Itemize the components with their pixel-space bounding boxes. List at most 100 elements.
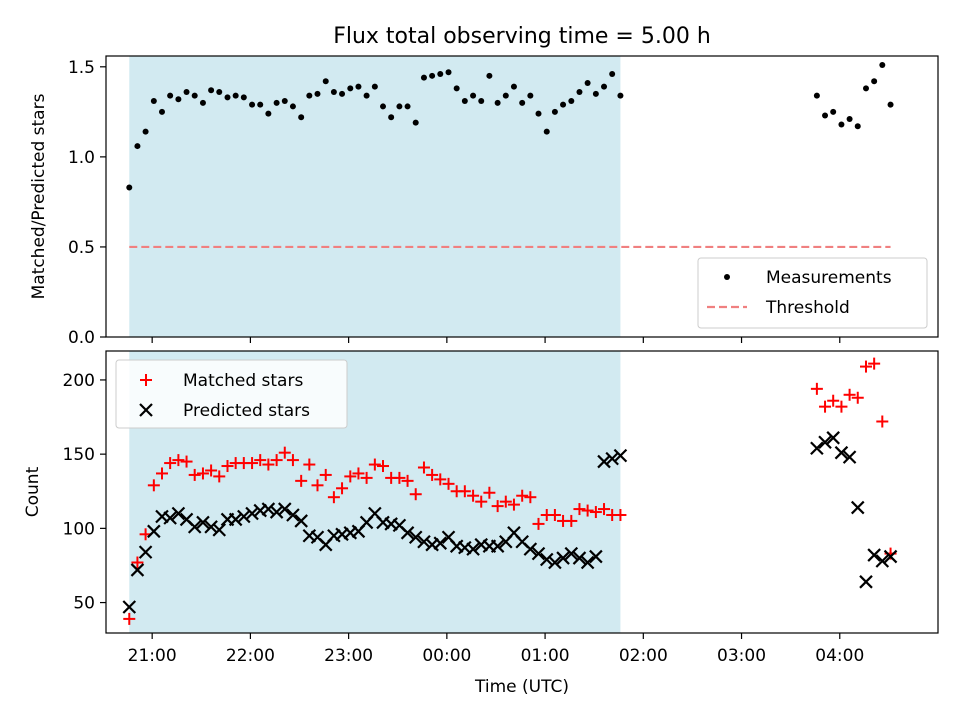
predicted-star-point [261,502,276,516]
top-legend: Measurements Threshold [697,257,928,329]
matched-star-point [458,485,471,498]
measurement-point [478,98,485,105]
measurement-point [846,116,853,123]
matched-star-point [262,458,275,471]
measurement-point [167,92,174,99]
matched-star-point [319,468,332,481]
predicted-star-point [466,542,480,556]
matched-star-point [507,498,520,511]
top-legend-box [697,257,928,329]
bottom-y-ticks: 50 100 150 200 [63,371,106,614]
bottom-y-tick-label: 200 [63,371,95,391]
predicted-star-point [212,523,227,537]
matched-star-point [819,400,832,413]
matched-star-point [205,464,218,477]
measurement-point [519,99,526,106]
measurement-point [224,94,231,101]
measurement-point [429,72,436,79]
bottom-legend: Matched stars Predicted stars [115,359,348,429]
measurement-point [412,119,419,126]
matched-star-point [311,479,324,492]
matched-star-point [155,467,168,480]
measurement-points [126,62,894,191]
measurement-point [126,184,133,191]
measurement-point [838,121,845,128]
matched-star-point [352,467,365,480]
measurement-point [445,69,452,76]
top-axes-frame [105,55,939,338]
predicted-star-point [597,454,611,469]
measurement-point [134,143,141,150]
predicted-star-point [572,551,587,565]
matched-star-point [835,400,848,413]
measurement-point [822,112,829,119]
chart-title: Flux total observing time = 5.00 h [333,24,711,49]
matched-star-point [810,382,823,395]
predicted-star-point [130,563,145,577]
matched-star-point [573,503,586,516]
matched-star-point [188,468,201,481]
legend-plus-shape [140,374,152,386]
measurement-point [601,83,608,90]
measurement-point [199,99,206,106]
matched-star-point [524,491,537,504]
measurement-point [371,83,378,90]
predicted-star-point [613,448,628,463]
measurement-point [265,110,272,117]
measurement-point [330,89,337,96]
measurement-point [273,99,280,106]
top-y-tick-label: 0.5 [68,238,95,258]
measurement-point [470,92,477,99]
matched-star-point [286,454,299,467]
predicted-star-point [859,575,873,589]
legend-matched-marker [140,374,152,386]
matched-star-point [123,612,136,625]
matched-star-point [614,509,627,522]
matched-star-point [327,491,340,504]
matched-star-point [442,477,455,490]
predicted-star-point [400,526,415,540]
predicted-star-point [122,600,137,614]
predicted-star-point [875,554,890,568]
measurement-point [339,90,346,97]
matched-star-point [876,415,889,428]
measurement-point [576,89,583,96]
matched-star-point [303,458,316,471]
predicted-star-point [523,542,538,556]
legend-predicted-label: Predicted stars [183,401,310,421]
legend-matched-label: Matched stars [183,371,303,391]
measurement-point [249,101,256,108]
matched-star-point [516,489,529,502]
matched-star-point [565,514,578,527]
measurement-point [380,103,387,110]
measurement-point [592,90,599,97]
matched-stars-points [123,357,897,625]
top-y-tick-label: 0.0 [68,328,95,348]
matched-star-point [426,468,439,481]
predicted-star-point [490,539,505,553]
top-y-ticks: 0.0 0.5 1.0 1.5 [68,58,106,348]
predicted-star-point [580,555,595,570]
matched-star-point [475,495,488,508]
bottom-x-tick-label: 03:00 [717,646,766,666]
predicted-star-point [834,445,849,460]
measurement-point [150,98,157,105]
bottom-x-tick-label: 01:00 [521,646,570,666]
matched-star-point [368,458,381,471]
bottom-y-tick-label: 150 [63,445,95,465]
legend-measurements-marker [724,274,730,280]
matched-star-point [532,517,545,530]
matched-star-point [393,471,406,484]
top-x-ticks [151,337,841,343]
top-y-tick-label: 1.5 [68,58,95,78]
bottom-y-axis-label: Count [23,466,43,517]
matched-star-point [827,394,840,407]
measurement-point [879,62,886,69]
matched-star-point [147,479,160,492]
measurement-point [887,101,894,108]
observing-span-top [129,56,621,337]
legend-measurements-label: Measurements [766,268,892,288]
matched-star-point [491,500,504,513]
measurement-point [281,98,288,105]
measurement-point [183,89,190,96]
